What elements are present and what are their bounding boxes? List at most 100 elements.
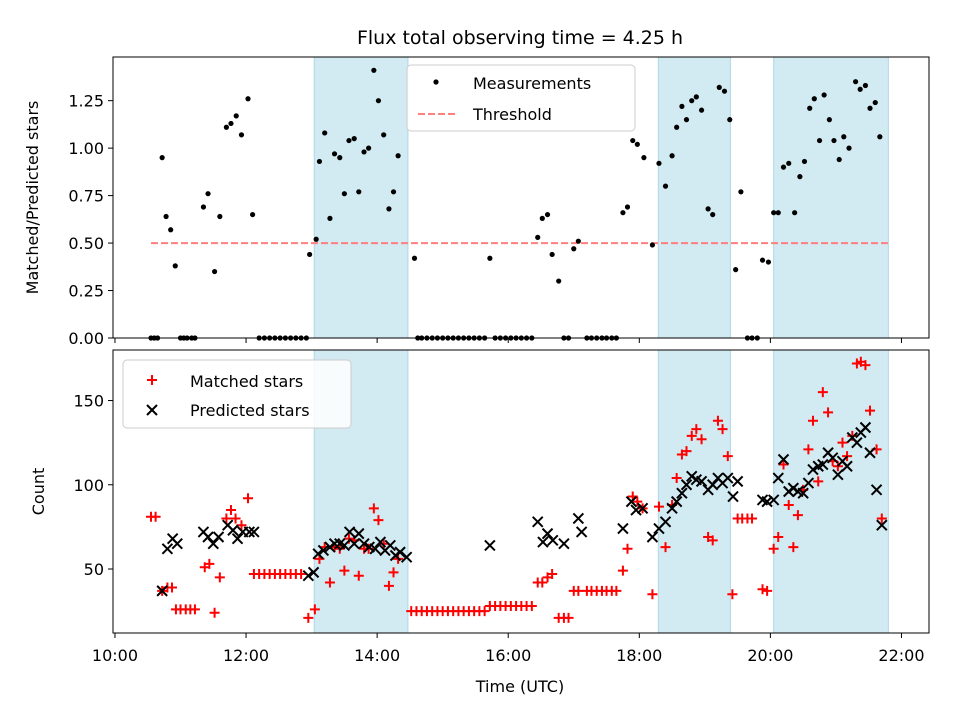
legend-predicted-marker [146,404,158,416]
matched-stars-point [573,585,584,596]
predicted-stars-point [369,543,381,555]
measurement-point [710,211,716,218]
y-tick-label: 50 [84,560,104,579]
predicted-stars-point [328,538,341,550]
x-tick-label: 22:00 [878,646,924,665]
legend-top: Measurements Threshold [406,64,636,132]
measurement-point [836,156,842,163]
legend-matched-marker [147,375,157,385]
measurement-point [238,132,245,138]
measurement-point [228,120,234,127]
measurement-point [797,174,803,180]
matched-stars-point [547,569,558,580]
measurement-point [841,134,847,140]
predicted-stars-point [876,519,888,531]
measurement-point [771,210,777,216]
predicted-stars-point [676,487,688,499]
matched-stars-point [225,505,236,516]
legend-matched-label: Matched stars [190,372,303,391]
y-tick-label: 0.75 [68,187,104,206]
measurement-point [624,204,631,210]
measurement-point [375,98,382,104]
matched-stars-point [236,520,247,531]
matched-stars-point [712,415,723,426]
predicted-stars-point [680,479,693,491]
legend-frame [122,359,352,429]
predicted-stars-point [353,527,365,540]
predicted-stars-point [400,551,413,563]
matched-stars-point [860,360,871,371]
predicted-stars-point [841,460,853,472]
matched-stars-point [166,582,177,593]
measurement-point [816,137,823,144]
matched-stars-point [696,434,707,445]
measurement-point [327,215,333,221]
matched-stars-point [778,459,789,470]
measurement-point [716,84,722,90]
measurement-point [395,153,401,159]
matched-stars-point [722,451,733,462]
measurement-point [630,137,636,144]
measurement-point [331,151,338,157]
measurement-point [662,183,669,189]
predicted-stars-point [156,585,168,597]
measurement-point [721,88,728,94]
matched-stars-point [622,543,633,554]
measurement-point [313,236,319,242]
matched-stars-point [762,585,773,596]
measurement-point [316,158,323,165]
predicted-stars-point [547,534,559,547]
predicted-stars-point [630,504,642,516]
matched-stars-point [681,446,692,457]
predicted-stars-point [302,570,315,582]
y-tick-label: 150 [73,392,104,411]
measurement-point [159,155,165,161]
matched-stars-point [204,558,215,569]
x-tick-label: 18:00 [616,646,662,665]
predicted-stars-point [202,531,214,543]
measurement-point [535,234,541,240]
predicted-stars-point [797,487,809,499]
predicted-stars-point [695,475,708,488]
predicted-stars-point [807,463,819,476]
measurement-point [705,206,711,212]
ratio-panel: 0.00 0.25 0.50 0.75 1.00 1.25 Matched/Predicte… [23,56,930,348]
measurement-point [765,259,772,265]
observing-window-shade [773,349,889,634]
predicted-stars-point [394,546,406,558]
measurement-point [571,246,577,252]
measurement-point [233,113,239,119]
measurement-point [867,105,873,111]
matched-stars-point [373,515,384,526]
measurement-point [245,96,251,102]
axes-frame [112,56,930,339]
predicted-stars-point [817,458,829,471]
measurement-point [390,189,397,195]
y-tick-label: 100 [73,476,104,495]
matched-stars-point [768,543,779,554]
measurement-point [811,96,817,102]
measurement-point [341,191,347,197]
measurement-point [544,211,551,218]
predicted-stars-point [312,548,324,560]
matched-stars-point [479,606,490,617]
observing-window-shade [773,56,889,339]
count-panel: 50 100 150 10:00 12:00 14:00 16:00 18:00 20:00 22… [29,349,930,665]
predicted-stars-point [541,527,554,540]
predicted-stars-point [625,495,638,508]
predicted-stars-point [374,536,387,548]
predicted-stars-point [338,539,351,552]
matched-stars-point [647,589,658,600]
y-axis-label: Count [29,468,48,516]
measurement-point [386,206,392,212]
matched-stars-point [757,584,768,595]
measurement-point [826,117,832,123]
matched-stars-point [632,496,643,507]
predicted-stars-point [617,522,629,535]
measurement-point [371,67,377,73]
matched-stars-point [368,503,379,514]
measurement-point [487,255,493,261]
measurement-point [351,136,357,142]
matched-stars-point [671,473,682,484]
